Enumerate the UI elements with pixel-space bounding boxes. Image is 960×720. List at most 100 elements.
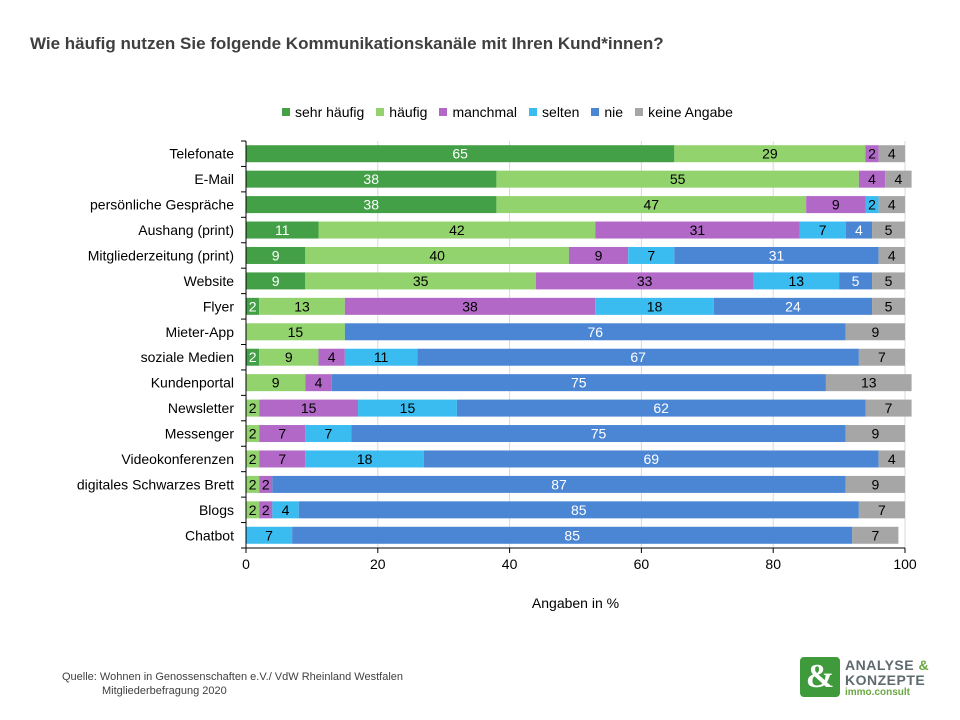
data-label: 87 [551, 476, 567, 492]
bar-segment [344, 297, 596, 315]
bar-segment [806, 196, 866, 214]
bar-segment [344, 348, 418, 366]
data-label: 75 [591, 426, 607, 442]
bar-segment [305, 450, 424, 468]
bar-segment [259, 425, 306, 443]
legend-label: keine Angabe [648, 104, 733, 120]
bar-segment [865, 145, 879, 163]
data-label: 62 [653, 400, 669, 416]
bar-segment [246, 425, 260, 443]
legend-swatch [591, 108, 600, 116]
source-line-1: Quelle: Wohnen in Genossenschaften e.V./… [62, 671, 404, 683]
data-label: 2 [249, 400, 257, 416]
data-label: 13 [294, 298, 310, 314]
company-logo: & ANALYSE & KONZEPTE immo.consult [800, 657, 930, 698]
data-label: 2 [262, 476, 270, 492]
bar-segment [351, 425, 846, 443]
data-label: 11 [374, 349, 389, 365]
data-label: 7 [878, 349, 886, 365]
bar-segment [799, 221, 846, 239]
category-label: Website [184, 273, 235, 289]
bar-segment [305, 272, 536, 290]
logo-ampersand-icon: & [800, 657, 840, 697]
bar-segment [872, 297, 905, 315]
logo-text-line-2: KONZEPTE [845, 672, 926, 688]
category-label: Chatbot [185, 527, 234, 543]
bar-segment [865, 399, 912, 417]
bar-segment [246, 221, 319, 239]
data-label: 7 [885, 400, 893, 416]
data-label: 7 [878, 502, 886, 518]
data-label: 4 [282, 502, 290, 518]
data-label: 4 [888, 247, 896, 263]
bar-segment [628, 246, 675, 264]
legend-item: selten [529, 104, 579, 120]
bar-segment [246, 526, 293, 544]
legend-swatch [439, 108, 448, 116]
data-label: 85 [571, 502, 587, 518]
category-label: Kundenportal [151, 375, 234, 391]
data-label: 2 [249, 349, 257, 365]
logo-amp: & [918, 657, 930, 673]
data-label: 5 [885, 298, 893, 314]
bar-segment [246, 348, 260, 366]
data-label: 9 [272, 375, 280, 391]
data-label: 7 [819, 222, 827, 238]
x-tick-label: 0 [242, 556, 250, 572]
data-label: 38 [363, 171, 379, 187]
bar-segment [246, 246, 306, 264]
category-label: Newsletter [168, 400, 234, 416]
bar-segment [246, 170, 497, 188]
legend-label: häufig [389, 104, 428, 120]
bar-segment [674, 246, 879, 264]
category-label: Blogs [199, 502, 234, 518]
data-label: 9 [595, 247, 603, 263]
category-label: E-Mail [194, 171, 234, 187]
bar-segment [246, 297, 260, 315]
bar-segment [845, 221, 873, 239]
bar-segment [246, 450, 260, 468]
data-label: 4 [855, 222, 863, 238]
bar-segment [825, 374, 912, 392]
bar-segment [496, 170, 859, 188]
bar-segment [872, 272, 905, 290]
bar-segment [344, 323, 846, 341]
data-label: 9 [871, 426, 879, 442]
bar-segment [246, 501, 260, 519]
legend-swatch [529, 108, 538, 116]
data-label: 4 [888, 146, 896, 162]
data-label: 9 [272, 273, 280, 289]
legend-label: sehr häufig [295, 104, 365, 120]
bar-segment [259, 501, 273, 519]
data-label: 4 [888, 197, 896, 213]
data-label: 2 [249, 502, 257, 518]
data-label: 29 [762, 146, 778, 162]
x-tick-label: 100 [893, 556, 917, 572]
legend-item: manchmal [439, 104, 517, 120]
bar-segment [246, 323, 345, 341]
legend-label: nie [604, 104, 624, 120]
bar-segment [878, 145, 905, 163]
x-tick-label: 60 [634, 556, 650, 572]
bar-segment [878, 196, 905, 214]
bar-segment [839, 272, 873, 290]
data-label: 9 [871, 476, 879, 492]
data-label: 2 [262, 502, 270, 518]
bar-segment [259, 348, 319, 366]
data-label: 13 [788, 273, 804, 289]
data-label: 7 [278, 451, 286, 467]
bar-segment [358, 399, 457, 417]
data-label: 4 [315, 375, 323, 391]
bar-segment [852, 526, 899, 544]
data-label: 2 [249, 426, 257, 442]
legend-label: selten [542, 104, 580, 120]
legend-label: manchmal [452, 104, 518, 120]
category-label: Aushang (print) [138, 222, 234, 238]
data-label: 33 [637, 273, 653, 289]
bar-segment [305, 246, 569, 264]
data-label: 11 [275, 222, 290, 238]
category-label: Flyer [203, 298, 234, 314]
data-label: 9 [832, 197, 840, 213]
legend-swatch [282, 108, 290, 116]
